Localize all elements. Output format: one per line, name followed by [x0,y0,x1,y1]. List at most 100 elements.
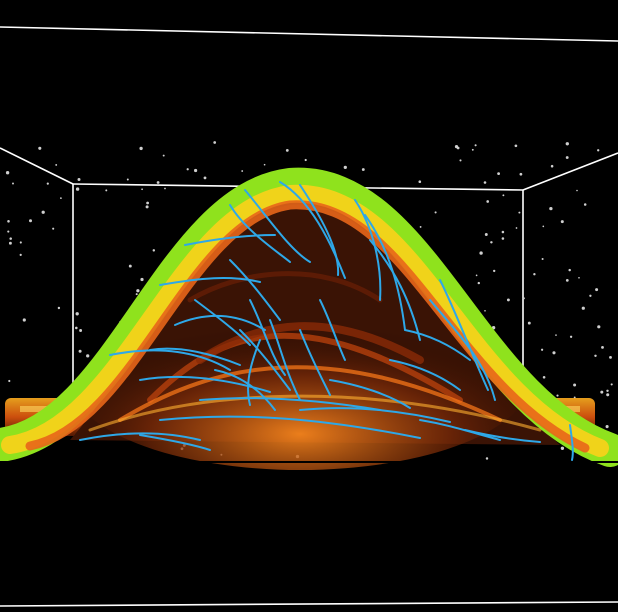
streamline [404,329,471,361]
particle [519,172,523,176]
particle [560,220,564,224]
particle [164,187,166,190]
particle [610,383,613,386]
particle [542,376,546,379]
particle [609,355,612,359]
particle [502,194,505,197]
streamline [159,415,421,439]
particle [78,349,82,353]
particle [527,321,531,325]
particle [549,206,553,211]
particle [19,253,22,256]
particle [552,351,556,355]
particle [569,335,573,338]
particle [434,211,437,214]
particle [7,220,10,223]
streamline [194,299,251,346]
particle [518,211,521,214]
particle [568,268,571,272]
particle [203,176,207,180]
particle [285,149,289,152]
particle [128,264,132,268]
particle [55,163,58,166]
particle [454,145,459,149]
particle [484,310,486,312]
particle [597,325,601,329]
particle [77,178,81,181]
particle [515,227,518,229]
streamline [329,379,411,409]
particle [7,230,10,233]
particle [565,156,569,159]
particle [418,180,422,184]
streamline [269,319,301,401]
streamline [199,397,381,411]
particle [41,210,45,214]
particle [583,203,587,206]
arch-inner-bands [88,271,542,432]
streamline [569,424,574,461]
streamline [429,299,496,401]
streamline [369,239,421,341]
streamline [139,375,271,393]
streamline [214,369,276,411]
streamline [109,349,231,371]
particle [186,168,189,171]
particle [241,170,244,172]
particle [573,383,577,387]
streamline [249,299,286,376]
streamline [319,299,346,361]
particle [29,219,32,223]
streamline [279,181,346,279]
streamline [299,329,331,396]
particle [5,171,10,175]
streamlines [79,181,574,461]
particle [486,200,490,203]
particle [152,249,156,252]
particle [146,201,150,205]
streamline [299,407,451,423]
particle [213,141,217,144]
particle [578,276,580,279]
particle [471,148,474,151]
particle [194,168,198,173]
particle [9,237,12,240]
particle [541,257,544,261]
particle [576,189,578,192]
particle [484,233,488,236]
particle [605,425,609,429]
particle [135,293,138,296]
particle [506,298,510,302]
streamline [439,279,489,391]
streamline [229,204,291,263]
particle [595,288,599,292]
particle [493,269,496,273]
particle [156,181,160,184]
particle [126,178,129,181]
particle [485,457,489,460]
particle [501,230,505,234]
streamline [79,432,201,441]
particle [304,158,307,162]
particle [581,306,585,310]
streamline [389,359,461,391]
particle [38,146,42,150]
particle [361,168,365,171]
particle [57,306,61,310]
streamline [229,259,281,321]
streamline [159,277,261,286]
particle [522,297,525,300]
particle [343,165,347,170]
particle [141,188,143,191]
particle [140,277,144,282]
particle [474,144,477,147]
particle [573,396,576,399]
streamline [354,199,382,301]
particle [475,274,478,277]
arch-inner-glow [70,290,530,470]
particle [601,346,604,349]
particle [606,393,610,397]
particle [75,187,80,191]
arch-mid-layer [1,184,609,457]
